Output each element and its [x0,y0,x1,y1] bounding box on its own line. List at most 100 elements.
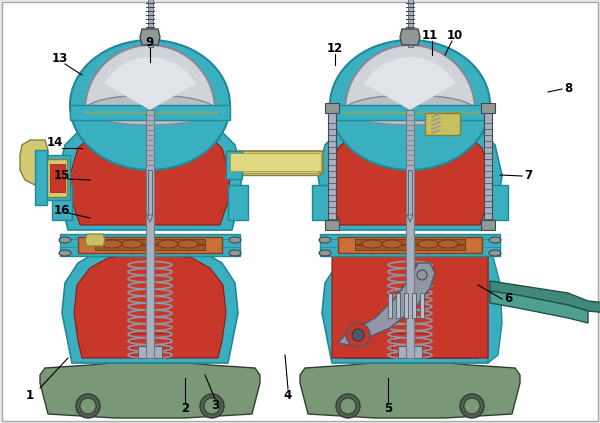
Polygon shape [334,251,486,358]
Polygon shape [400,29,420,45]
Ellipse shape [418,240,438,248]
Wedge shape [85,45,215,110]
Bar [488,185,508,220]
Polygon shape [58,115,242,230]
Bar [355,239,465,244]
Bar [330,105,490,120]
Circle shape [460,394,484,418]
Text: 2: 2 [181,401,189,415]
Ellipse shape [70,40,230,170]
Polygon shape [490,281,600,313]
Circle shape [76,394,100,418]
Ellipse shape [319,250,331,256]
Text: 8: 8 [564,82,572,94]
Text: 13: 13 [52,52,68,64]
Polygon shape [338,263,435,345]
Polygon shape [325,103,339,113]
Bar [412,293,416,318]
Polygon shape [20,140,48,185]
Bar [52,185,72,220]
Ellipse shape [229,250,241,256]
Polygon shape [74,251,226,358]
Ellipse shape [85,95,215,125]
Polygon shape [40,363,260,418]
Bar [146,110,154,358]
Bar [78,237,222,253]
Bar [355,245,465,250]
Bar [226,151,242,179]
Wedge shape [364,57,456,110]
Ellipse shape [438,240,458,248]
Circle shape [346,323,370,347]
Circle shape [200,394,224,418]
Polygon shape [140,29,160,45]
Bar [228,185,248,220]
Bar [320,239,500,247]
Polygon shape [490,291,588,323]
Bar [60,234,240,256]
Bar [230,153,321,171]
Polygon shape [481,103,495,113]
Text: 16: 16 [54,203,70,217]
Circle shape [352,329,364,341]
Polygon shape [322,245,498,363]
Bar [396,293,400,318]
Text: 12: 12 [327,41,343,55]
Bar [320,234,500,256]
Ellipse shape [59,237,71,243]
Bar [392,333,428,358]
Circle shape [417,270,427,280]
Text: 11: 11 [422,28,438,41]
Bar [230,155,320,175]
Text: 10: 10 [447,28,463,41]
Polygon shape [62,245,238,363]
Polygon shape [488,248,502,363]
Ellipse shape [489,237,501,243]
Bar [132,333,168,358]
Text: 6: 6 [504,291,512,305]
Polygon shape [330,118,490,225]
Ellipse shape [102,240,122,248]
Text: 15: 15 [54,168,70,181]
Polygon shape [332,245,488,358]
Circle shape [336,394,360,418]
Text: 7: 7 [524,168,532,181]
Text: 5: 5 [384,401,392,415]
Text: 14: 14 [47,135,63,148]
Circle shape [80,398,96,414]
Wedge shape [104,57,196,110]
Polygon shape [70,118,230,225]
Bar [148,0,152,47]
Ellipse shape [330,40,490,170]
Ellipse shape [229,237,241,243]
Circle shape [340,398,356,414]
Ellipse shape [345,95,475,125]
Bar [50,164,65,192]
Bar [338,237,482,253]
Polygon shape [85,234,105,246]
Bar [70,105,230,120]
Ellipse shape [178,240,198,248]
Bar [328,108,336,228]
Text: 9: 9 [146,36,154,49]
Text: 1: 1 [26,388,34,401]
Bar [407,0,413,47]
Polygon shape [407,215,413,222]
Bar [138,346,162,358]
Bar [95,239,205,244]
Bar [148,170,152,215]
Polygon shape [325,220,339,230]
Ellipse shape [489,250,501,256]
Polygon shape [318,115,502,230]
Ellipse shape [158,240,178,248]
Text: 4: 4 [284,388,292,401]
Polygon shape [300,363,520,418]
Bar [388,293,392,318]
Bar [312,185,332,220]
Bar [95,245,205,250]
Ellipse shape [362,240,382,248]
Bar [420,293,424,318]
Wedge shape [345,45,475,110]
Bar [42,155,70,200]
Circle shape [464,398,480,414]
